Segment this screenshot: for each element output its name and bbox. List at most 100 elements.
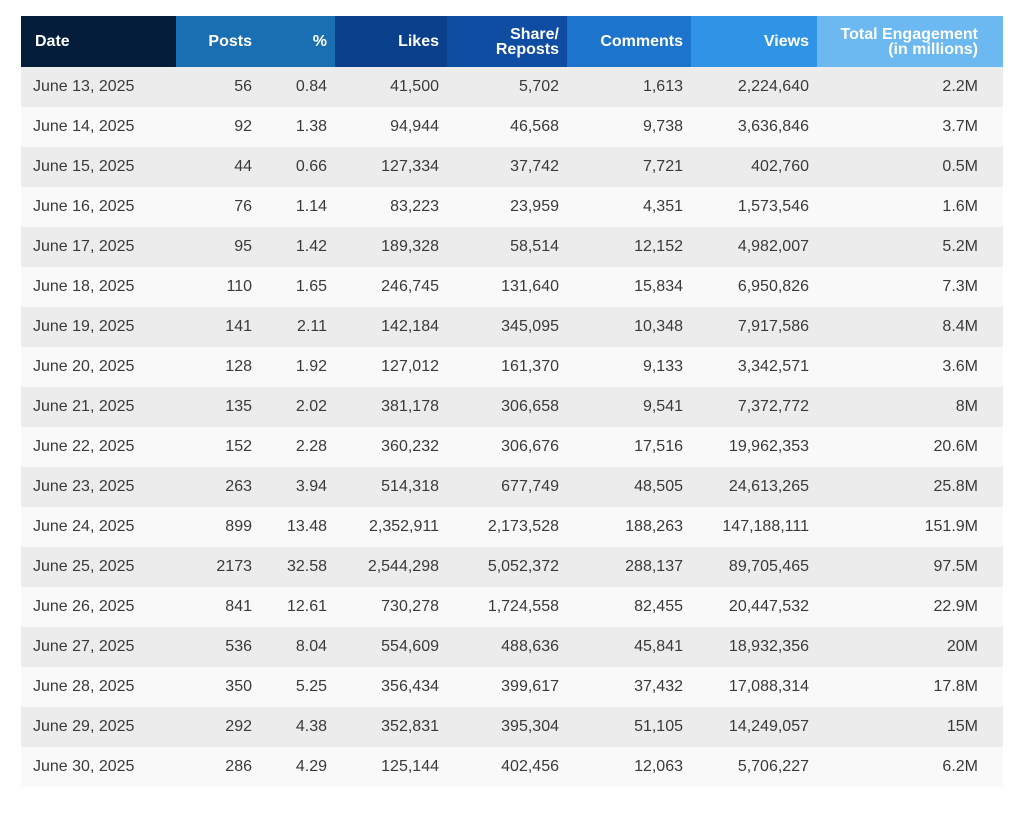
cell-shares: 5,052,372 bbox=[447, 547, 567, 587]
cell-posts: 152 bbox=[176, 427, 260, 467]
cell-percent: 1.65 bbox=[260, 267, 335, 307]
cell-shares: 395,304 bbox=[447, 707, 567, 747]
table-row: June 20, 2025 128 1.92 127,012 161,370 9,133 3… bbox=[21, 347, 1003, 387]
cell-views: 147,188,111 bbox=[691, 507, 817, 547]
cell-total-engagement: 2.2M bbox=[817, 67, 1003, 107]
cell-posts: 56 bbox=[176, 67, 260, 107]
header-shares-line2: Reposts bbox=[495, 40, 559, 58]
cell-posts: 95 bbox=[176, 227, 260, 267]
cell-date: June 17, 2025 bbox=[21, 227, 176, 267]
cell-posts: 292 bbox=[176, 707, 260, 747]
cell-comments: 45,841 bbox=[567, 627, 691, 667]
cell-likes: 94,944 bbox=[335, 107, 447, 147]
cell-total-engagement: 15M bbox=[817, 707, 1003, 747]
header-posts: Posts bbox=[176, 16, 260, 67]
table-row: June 18, 2025 110 1.65 246,745 131,640 15,834… bbox=[21, 267, 1003, 307]
cell-date: June 22, 2025 bbox=[21, 427, 176, 467]
cell-total-engagement: 3.6M bbox=[817, 347, 1003, 387]
cell-posts: 128 bbox=[176, 347, 260, 387]
cell-shares: 488,636 bbox=[447, 627, 567, 667]
cell-comments: 288,137 bbox=[567, 547, 691, 587]
cell-posts: 263 bbox=[176, 467, 260, 507]
cell-date: June 20, 2025 bbox=[21, 347, 176, 387]
cell-percent: 1.92 bbox=[260, 347, 335, 387]
cell-comments: 48,505 bbox=[567, 467, 691, 507]
cell-total-engagement: 151.9M bbox=[817, 507, 1003, 547]
cell-comments: 51,105 bbox=[567, 707, 691, 747]
table-row: June 17, 2025 95 1.42 189,328 58,514 12,152 4,… bbox=[21, 227, 1003, 267]
cell-date: June 21, 2025 bbox=[21, 387, 176, 427]
cell-posts: 2173 bbox=[176, 547, 260, 587]
cell-shares: 58,514 bbox=[447, 227, 567, 267]
cell-likes: 2,544,298 bbox=[335, 547, 447, 587]
cell-shares: 23,959 bbox=[447, 187, 567, 227]
cell-total-engagement: 8M bbox=[817, 387, 1003, 427]
table-row: June 13, 2025 56 0.84 41,500 5,702 1,613 2,224… bbox=[21, 67, 1003, 107]
cell-views: 1,573,546 bbox=[691, 187, 817, 227]
cell-percent: 4.38 bbox=[260, 707, 335, 747]
cell-posts: 350 bbox=[176, 667, 260, 707]
cell-percent: 2.02 bbox=[260, 387, 335, 427]
table-row: June 19, 2025 141 2.11 142,184 345,095 10,348… bbox=[21, 307, 1003, 347]
cell-views: 5,706,227 bbox=[691, 747, 817, 787]
table-row: June 15, 2025 44 0.66 127,334 37,742 7,721 402… bbox=[21, 147, 1003, 187]
cell-total-engagement: 25.8M bbox=[817, 467, 1003, 507]
cell-comments: 7,721 bbox=[567, 147, 691, 187]
cell-comments: 37,432 bbox=[567, 667, 691, 707]
cell-likes: 83,223 bbox=[335, 187, 447, 227]
cell-percent: 1.42 bbox=[260, 227, 335, 267]
cell-views: 7,917,586 bbox=[691, 307, 817, 347]
cell-shares: 402,456 bbox=[447, 747, 567, 787]
cell-likes: 554,609 bbox=[335, 627, 447, 667]
cell-date: June 27, 2025 bbox=[21, 627, 176, 667]
cell-posts: 141 bbox=[176, 307, 260, 347]
cell-shares: 5,702 bbox=[447, 67, 567, 107]
cell-comments: 188,263 bbox=[567, 507, 691, 547]
cell-shares: 306,676 bbox=[447, 427, 567, 467]
cell-shares: 161,370 bbox=[447, 347, 567, 387]
cell-comments: 4,351 bbox=[567, 187, 691, 227]
cell-percent: 0.66 bbox=[260, 147, 335, 187]
cell-shares: 37,742 bbox=[447, 147, 567, 187]
cell-views: 7,372,772 bbox=[691, 387, 817, 427]
cell-views: 402,760 bbox=[691, 147, 817, 187]
cell-likes: 142,184 bbox=[335, 307, 447, 347]
cell-shares: 306,658 bbox=[447, 387, 567, 427]
table-row: June 27, 2025 536 8.04 554,609 488,636 45,841… bbox=[21, 627, 1003, 667]
header-views: Views bbox=[691, 16, 817, 67]
cell-comments: 82,455 bbox=[567, 587, 691, 627]
cell-posts: 899 bbox=[176, 507, 260, 547]
cell-date: June 13, 2025 bbox=[21, 67, 176, 107]
table-row: June 23, 2025 263 3.94 514,318 677,749 48,505… bbox=[21, 467, 1003, 507]
cell-likes: 360,232 bbox=[335, 427, 447, 467]
cell-views: 6,950,826 bbox=[691, 267, 817, 307]
cell-posts: 110 bbox=[176, 267, 260, 307]
table-row: June 25, 2025 2173 32.58 2,544,298 5,052,372… bbox=[21, 547, 1003, 587]
cell-likes: 356,434 bbox=[335, 667, 447, 707]
cell-likes: 41,500 bbox=[335, 67, 447, 107]
cell-likes: 352,831 bbox=[335, 707, 447, 747]
cell-date: June 15, 2025 bbox=[21, 147, 176, 187]
cell-percent: 5.25 bbox=[260, 667, 335, 707]
cell-likes: 2,352,911 bbox=[335, 507, 447, 547]
cell-views: 3,342,571 bbox=[691, 347, 817, 387]
cell-total-engagement: 5.2M bbox=[817, 227, 1003, 267]
cell-comments: 15,834 bbox=[567, 267, 691, 307]
cell-views: 3,636,846 bbox=[691, 107, 817, 147]
cell-shares: 2,173,528 bbox=[447, 507, 567, 547]
cell-views: 24,613,265 bbox=[691, 467, 817, 507]
cell-comments: 1,613 bbox=[567, 67, 691, 107]
cell-date: June 18, 2025 bbox=[21, 267, 176, 307]
cell-posts: 135 bbox=[176, 387, 260, 427]
cell-percent: 2.28 bbox=[260, 427, 335, 467]
cell-date: June 24, 2025 bbox=[21, 507, 176, 547]
cell-total-engagement: 20.6M bbox=[817, 427, 1003, 467]
table-row: June 30, 2025 286 4.29 125,144 402,456 12,063… bbox=[21, 747, 1003, 787]
cell-total-engagement: 22.9M bbox=[817, 587, 1003, 627]
header-total-line1: Total Engagement bbox=[840, 25, 979, 43]
cell-posts: 286 bbox=[176, 747, 260, 787]
cell-views: 20,447,532 bbox=[691, 587, 817, 627]
cell-shares: 1,724,558 bbox=[447, 587, 567, 627]
cell-total-engagement: 17.8M bbox=[817, 667, 1003, 707]
cell-total-engagement: 97.5M bbox=[817, 547, 1003, 587]
